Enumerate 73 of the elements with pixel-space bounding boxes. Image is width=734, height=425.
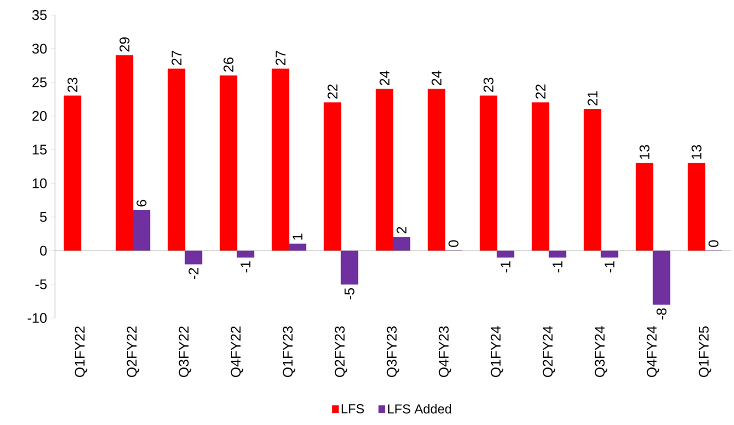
bar — [184, 250, 202, 264]
bar — [272, 68, 290, 251]
data-label: -1 — [552, 261, 562, 272]
x-tick-label: Q4FY22 — [230, 326, 244, 378]
y-tick-label: 0 — [40, 246, 47, 256]
data-label: 22 — [328, 84, 338, 99]
x-tick-label: Q1FY22 — [74, 326, 88, 378]
bar — [324, 102, 342, 251]
x-tick-label: Q1FY25 — [698, 326, 712, 378]
data-label: -1 — [604, 261, 614, 272]
bar — [392, 237, 410, 251]
data-label: 27 — [276, 50, 286, 65]
data-label: 29 — [120, 37, 130, 52]
data-label: -5 — [344, 288, 354, 300]
bar — [236, 250, 254, 258]
bar — [532, 102, 550, 251]
data-label: -1 — [240, 261, 250, 272]
data-label: 13 — [692, 145, 702, 159]
data-label: 0 — [708, 240, 718, 247]
data-label: 1 — [292, 234, 302, 240]
bar — [688, 162, 706, 251]
data-label: 21 — [588, 91, 598, 106]
bar — [340, 250, 358, 285]
bar — [652, 250, 670, 305]
x-tick-label: Q2FY24 — [542, 326, 556, 378]
data-label: 2 — [396, 226, 406, 234]
data-label: -1 — [500, 261, 510, 272]
data-label: -8 — [656, 308, 666, 320]
data-label: 24 — [432, 70, 442, 86]
x-tick-label: Q1FY24 — [490, 326, 504, 378]
y-tick-label: 35 — [32, 10, 47, 20]
y-tick-label: 20 — [32, 111, 47, 121]
y-tick-label: -10 — [28, 313, 47, 323]
y-tick-label: 5 — [40, 212, 47, 222]
bar — [428, 88, 446, 251]
y-tick-label: -5 — [35, 279, 47, 290]
x-tick-label: Q3FY23 — [386, 326, 400, 378]
bar — [132, 210, 150, 251]
legend-label: LFS — [342, 404, 364, 414]
bar — [288, 244, 306, 251]
data-label: 23 — [68, 78, 78, 92]
bar — [584, 109, 602, 251]
x-tick-label: Q2FY22 — [126, 326, 140, 378]
bar — [168, 68, 186, 251]
bar — [548, 250, 566, 258]
bar — [64, 96, 82, 251]
bar — [376, 88, 394, 251]
data-label: 13 — [640, 145, 650, 159]
bar — [636, 162, 654, 251]
y-tick-label: 10 — [32, 178, 47, 188]
bar — [496, 250, 514, 258]
data-label: 26 — [224, 58, 234, 72]
bar — [480, 96, 498, 251]
x-tick-label: Q2FY23 — [334, 326, 348, 378]
x-tick-label: Q4FY23 — [438, 326, 452, 378]
data-label: -2 — [188, 268, 198, 280]
x-tick-label: Q3FY24 — [594, 326, 608, 378]
x-tick-label: Q1FY23 — [282, 326, 296, 378]
data-label: 24 — [380, 70, 390, 86]
data-label: 0 — [448, 240, 458, 247]
y-tick-label: 25 — [32, 77, 47, 88]
x-tick-label: Q4FY24 — [646, 326, 660, 378]
data-label: 22 — [536, 84, 546, 99]
x-tick-label: Q3FY22 — [178, 326, 192, 378]
y-tick-label: 30 — [32, 44, 47, 54]
bar — [116, 55, 134, 251]
bar — [220, 75, 238, 251]
data-label: 23 — [484, 78, 494, 92]
bar — [600, 250, 618, 258]
data-label: 27 — [172, 50, 182, 65]
data-label: 6 — [136, 200, 146, 206]
y-tick-label: 15 — [32, 144, 47, 155]
legend-label: LFS Added — [388, 404, 452, 414]
